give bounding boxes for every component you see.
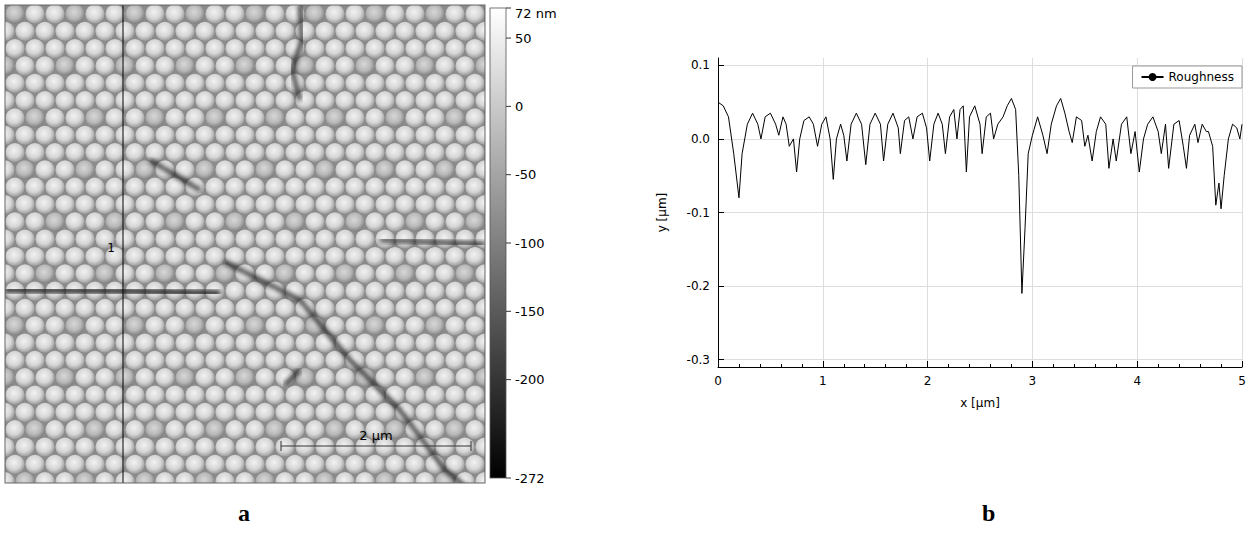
svg-text:-50: -50 [515,167,536,182]
svg-text:0: 0 [515,99,523,114]
svg-text:x [µm]: x [µm] [960,396,1000,410]
html-text:a: a [238,500,250,526]
svg-text:50: 50 [515,31,532,46]
svg-text:2: 2 [924,374,932,388]
html-text:b: b [982,500,996,526]
svg-text:-0.3: -0.3 [687,353,710,367]
svg-text:-0.1: -0.1 [687,206,710,220]
svg-text:-200: -200 [515,372,545,387]
svg-text:2 µm: 2 µm [359,428,392,443]
svg-text:72 nm: 72 nm [515,6,557,21]
svg-text:-150: -150 [515,304,545,319]
svg-text:y [µm]: y [µm] [655,193,669,233]
svg-text:1: 1 [107,241,115,255]
svg-text:0.0: 0.0 [691,132,710,146]
svg-text:0.1: 0.1 [691,58,710,72]
svg-text:-0.2: -0.2 [687,279,710,293]
svg-text:0: 0 [714,374,722,388]
svg-text:4: 4 [1133,374,1141,388]
svg-text:3: 3 [1029,374,1037,388]
svg-text:Roughness: Roughness [1169,70,1234,84]
svg-text:5: 5 [1238,374,1246,388]
svg-text:-272: -272 [515,471,545,486]
svg-text:-100: -100 [515,236,545,251]
svg-text:1: 1 [819,374,827,388]
